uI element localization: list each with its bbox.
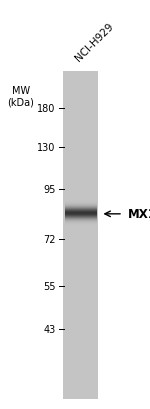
Text: 95: 95 (43, 184, 56, 194)
Bar (63, 72, 98, 399)
Text: 180: 180 (37, 103, 56, 113)
Text: 130: 130 (37, 142, 56, 152)
Text: NCI-H929: NCI-H929 (73, 21, 115, 63)
Text: 55: 55 (43, 281, 56, 291)
Text: MW
(kDa): MW (kDa) (8, 86, 34, 108)
Text: MX1: MX1 (128, 208, 150, 221)
Text: 72: 72 (43, 234, 56, 244)
Text: 43: 43 (43, 324, 56, 334)
